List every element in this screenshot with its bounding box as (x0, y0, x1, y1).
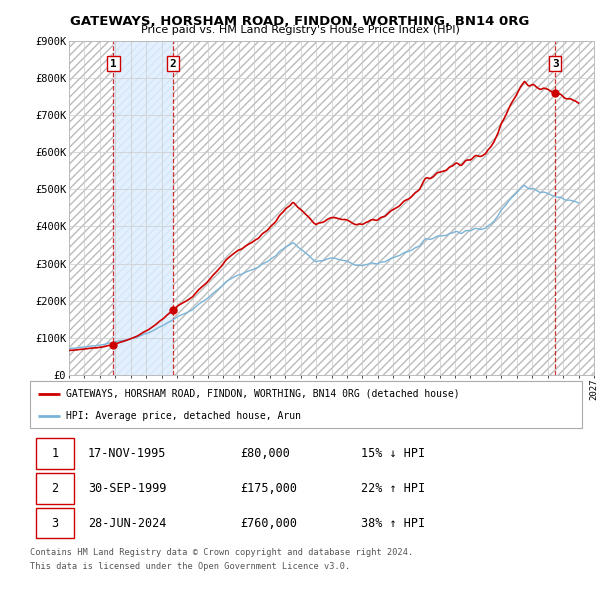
Text: 22% ↑ HPI: 22% ↑ HPI (361, 481, 425, 495)
Text: 1: 1 (110, 58, 117, 68)
Text: GATEWAYS, HORSHAM ROAD, FINDON, WORTHING, BN14 0RG (detached house): GATEWAYS, HORSHAM ROAD, FINDON, WORTHING… (66, 389, 460, 399)
Text: 3: 3 (552, 58, 559, 68)
Text: Price paid vs. HM Land Registry's House Price Index (HPI): Price paid vs. HM Land Registry's House … (140, 25, 460, 35)
Text: This data is licensed under the Open Government Licence v3.0.: This data is licensed under the Open Gov… (30, 562, 350, 571)
Text: 17-NOV-1995: 17-NOV-1995 (88, 447, 166, 460)
Text: 38% ↑ HPI: 38% ↑ HPI (361, 517, 425, 530)
FancyBboxPatch shape (35, 508, 74, 539)
FancyBboxPatch shape (35, 438, 74, 468)
Text: 3: 3 (51, 517, 58, 530)
FancyBboxPatch shape (30, 381, 582, 428)
Text: 2: 2 (51, 481, 58, 495)
Text: £80,000: £80,000 (240, 447, 290, 460)
Text: 30-SEP-1999: 30-SEP-1999 (88, 481, 166, 495)
Bar (113, 41, 173, 375)
Text: 1: 1 (51, 447, 58, 460)
FancyBboxPatch shape (35, 473, 74, 503)
Text: Contains HM Land Registry data © Crown copyright and database right 2024.: Contains HM Land Registry data © Crown c… (30, 548, 413, 556)
Text: 28-JUN-2024: 28-JUN-2024 (88, 517, 166, 530)
Text: 15% ↓ HPI: 15% ↓ HPI (361, 447, 425, 460)
Text: 2: 2 (170, 58, 176, 68)
Text: £175,000: £175,000 (240, 481, 297, 495)
Text: GATEWAYS, HORSHAM ROAD, FINDON, WORTHING, BN14 0RG: GATEWAYS, HORSHAM ROAD, FINDON, WORTHING… (70, 15, 530, 28)
Text: HPI: Average price, detached house, Arun: HPI: Average price, detached house, Arun (66, 411, 301, 421)
Text: £760,000: £760,000 (240, 517, 297, 530)
